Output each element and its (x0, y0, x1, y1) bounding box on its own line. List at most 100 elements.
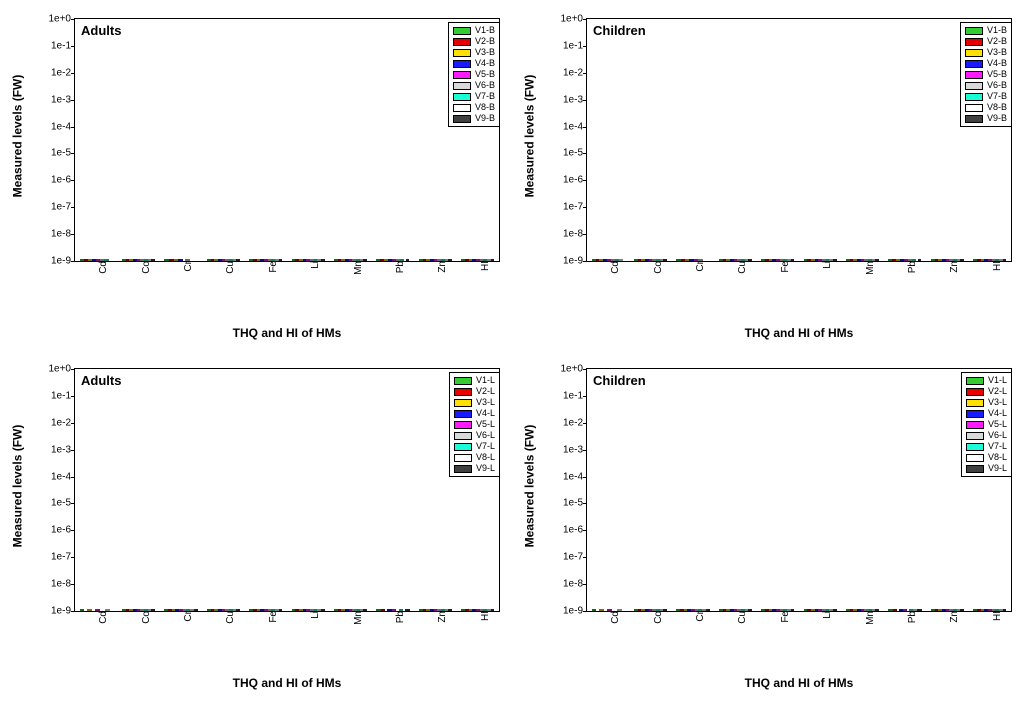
y-tick-label: 1e-3 (27, 444, 71, 455)
panel-title: Children (593, 373, 646, 388)
legend-swatch (454, 399, 472, 407)
legend-item: V8-B (965, 102, 1007, 113)
legend-swatch (454, 421, 472, 429)
legend-label: V2-L (476, 386, 495, 397)
bar (706, 609, 710, 611)
y-axis-label: Measured levels (FW) (10, 360, 24, 612)
legend-item: V3-B (965, 47, 1007, 58)
x-tick-label: Fe (778, 261, 791, 273)
x-tick-label: Zn (435, 611, 448, 623)
legend-swatch (965, 104, 983, 112)
legend-item: V2-L (454, 386, 495, 397)
y-tick-label: 1e-8 (27, 229, 71, 240)
legend-swatch (965, 60, 983, 68)
y-tick-mark (583, 234, 587, 235)
legend-item: V1-B (453, 25, 495, 36)
y-tick-mark (71, 503, 75, 504)
legend-swatch (966, 443, 984, 451)
legend-swatch (965, 93, 983, 101)
x-axis-label: THQ and HI of HMs (74, 676, 500, 690)
y-tick-mark (71, 153, 75, 154)
bar (748, 259, 752, 261)
bar (918, 259, 922, 261)
x-tick-label: Co (651, 611, 664, 624)
y-tick-mark (583, 530, 587, 531)
legend-swatch (966, 432, 984, 440)
legend-item: V4-L (454, 408, 495, 419)
legend-swatch (453, 115, 471, 123)
bar (406, 259, 410, 261)
bar (381, 609, 385, 611)
bar (833, 259, 837, 261)
legend-label: V2-B (475, 36, 495, 47)
x-tick-label: Mn (863, 611, 876, 625)
legend: V1-BV2-BV3-BV4-BV5-BV6-BV7-BV8-BV9-B (960, 22, 1012, 127)
bar (599, 609, 604, 611)
y-tick-label: 1e-9 (27, 606, 71, 617)
bar (893, 609, 897, 611)
legend-item: V4-B (453, 58, 495, 69)
legend-label: V3-B (987, 47, 1007, 58)
legend-swatch (965, 82, 983, 90)
bar (1003, 259, 1007, 261)
legend-item: V8-L (454, 452, 495, 463)
bar (448, 259, 452, 261)
legend-label: V4-L (988, 408, 1007, 419)
legend-swatch (454, 454, 472, 462)
legend-item: V4-B (965, 58, 1007, 69)
legend: V1-LV2-LV3-LV4-LV5-LV6-LV7-LV8-LV9-L (449, 372, 500, 477)
x-axis-label: THQ and HI of HMs (586, 326, 1012, 340)
legend-label: V7-L (988, 441, 1007, 452)
y-tick-mark (583, 180, 587, 181)
x-tick-label: Cd (608, 611, 621, 624)
x-tick-label: Fe (266, 611, 279, 623)
x-tick-label: Li (820, 261, 833, 269)
y-tick-label: 1e-2 (539, 417, 583, 428)
x-tick-label: Cr (181, 611, 194, 622)
bar (80, 609, 85, 611)
y-tick-label: 1e-4 (27, 471, 71, 482)
plot-area: Adults1e+01e-11e-21e-31e-41e-51e-61e-71e… (74, 18, 500, 262)
legend-swatch (453, 93, 471, 101)
y-tick-mark (71, 611, 75, 612)
legend-swatch (453, 104, 471, 112)
plot-area: Children1e+01e-11e-21e-31e-41e-51e-61e-7… (586, 368, 1012, 612)
bar (592, 609, 597, 611)
y-tick-label: 1e+0 (539, 14, 583, 25)
y-tick-label: 1e-2 (27, 417, 71, 428)
y-tick-label: 1e-7 (539, 202, 583, 213)
x-tick-label: Fe (266, 261, 279, 273)
y-tick-label: 1e-2 (539, 67, 583, 78)
y-tick-label: 1e-8 (27, 579, 71, 590)
legend-swatch (965, 27, 983, 35)
plot-area: Adults1e+01e-11e-21e-31e-41e-51e-61e-71e… (74, 368, 500, 612)
legend-swatch (966, 421, 984, 429)
plot-area: Children1e+01e-11e-21e-31e-41e-51e-61e-7… (586, 18, 1012, 262)
y-tick-label: 1e-8 (539, 229, 583, 240)
x-tick-label: Cu (223, 261, 236, 274)
y-tick-label: 1e-7 (27, 552, 71, 563)
legend-label: V8-B (475, 102, 495, 113)
legend-swatch (965, 115, 983, 123)
legend-item: V3-L (454, 397, 495, 408)
x-tick-label: Cu (223, 611, 236, 624)
legend-item: V2-B (453, 36, 495, 47)
legend-swatch (453, 27, 471, 35)
legend-swatch (965, 71, 983, 79)
legend-label: V3-L (476, 397, 495, 408)
legend-label: V6-B (475, 80, 495, 91)
y-tick-mark (71, 100, 75, 101)
legend-item: V9-B (453, 113, 495, 124)
x-tick-label: HI (478, 611, 491, 621)
bar (279, 259, 283, 261)
y-tick-label: 1e+0 (539, 364, 583, 375)
y-axis-label: Measured levels (FW) (10, 10, 24, 262)
legend-swatch (453, 60, 471, 68)
panel-title: Adults (81, 23, 121, 38)
y-tick-mark (583, 73, 587, 74)
y-tick-mark (71, 530, 75, 531)
legend-label: V5-B (475, 69, 495, 80)
y-tick-mark (71, 46, 75, 47)
legend-item: V2-L (966, 386, 1007, 397)
bar (236, 259, 240, 261)
